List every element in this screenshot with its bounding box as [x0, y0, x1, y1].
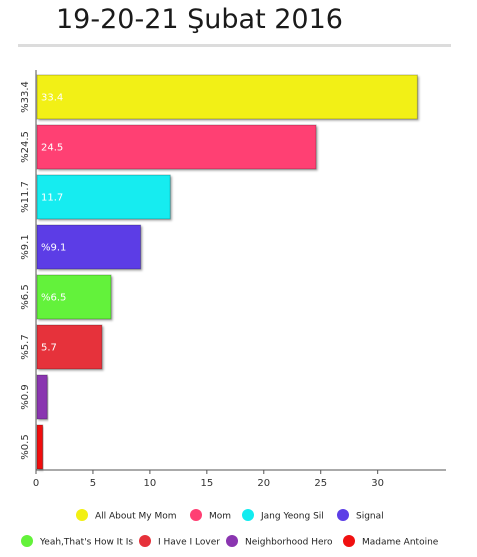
legend-label: Mom: [209, 512, 231, 522]
value-label: 11.7: [41, 193, 63, 204]
bar-6: [36, 324, 103, 370]
value-label: %6.5: [41, 293, 66, 304]
category-label: %5.7: [20, 334, 31, 359]
legend-marker: [226, 535, 238, 547]
value-label: 5.7: [41, 343, 57, 354]
value-label: %9.1: [41, 243, 66, 254]
bar-3: [36, 174, 171, 220]
legend-marker: [337, 509, 349, 521]
bar-7: [36, 374, 48, 420]
legend-label: Jang Yeong Sil: [260, 512, 324, 522]
bar-8: [36, 424, 44, 470]
legend-label: All About My Mom: [95, 512, 176, 522]
bar-2: [36, 124, 317, 170]
x-tick-label: 0: [33, 478, 39, 489]
legend-label: Madame Antoine: [362, 538, 439, 548]
legend-marker: [190, 509, 202, 521]
category-label: %6.5: [20, 284, 31, 309]
value-label: 24.5: [41, 143, 63, 154]
x-tick-label: 20: [257, 478, 270, 489]
bar-1: [36, 74, 418, 120]
category-label: %24.5: [20, 131, 31, 163]
category-label: %9.1: [20, 234, 31, 259]
legend-marker: [139, 535, 151, 547]
x-tick-label: 30: [371, 478, 384, 489]
category-label: %0.5: [20, 434, 31, 459]
x-tick-label: 15: [200, 478, 213, 489]
legend-marker: [242, 509, 254, 521]
bar-4: [36, 224, 142, 270]
chart-title: 19-20-21 Şubat 2016: [56, 4, 343, 35]
category-label: %33.4: [20, 81, 31, 113]
category-label: %11.7: [20, 181, 31, 213]
legend-label: I Have I Lover: [158, 538, 220, 548]
x-tick-label: 25: [314, 478, 327, 489]
category-label: %0.9: [20, 384, 31, 409]
legend-label: Signal: [356, 512, 384, 522]
bar-5: [36, 274, 112, 320]
legend-label: Neighborhood Hero: [245, 538, 333, 548]
legend-marker: [21, 535, 33, 547]
x-tick-label: 10: [144, 478, 157, 489]
title-divider: [18, 44, 451, 47]
x-tick-label: 5: [90, 478, 96, 489]
legend-marker: [343, 535, 355, 547]
value-label: 33.4: [41, 93, 63, 104]
legend-marker: [76, 509, 88, 521]
legend-label: Yeah,That's How It Is: [39, 538, 133, 548]
